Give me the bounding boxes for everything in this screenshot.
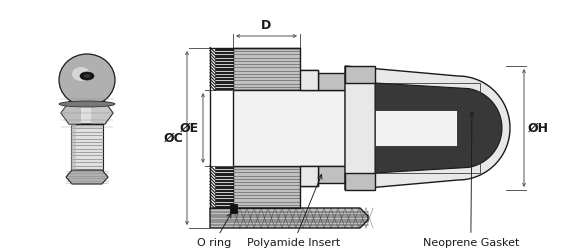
Polygon shape — [318, 73, 345, 90]
Polygon shape — [375, 158, 480, 173]
Polygon shape — [61, 102, 81, 124]
Polygon shape — [300, 70, 318, 90]
Text: Neoprene Gasket: Neoprene Gasket — [423, 112, 519, 248]
Polygon shape — [233, 166, 318, 208]
Polygon shape — [233, 48, 318, 90]
Ellipse shape — [72, 67, 90, 81]
Polygon shape — [210, 208, 368, 228]
Bar — [230, 204, 237, 213]
Ellipse shape — [59, 101, 115, 107]
Polygon shape — [345, 66, 510, 190]
Polygon shape — [375, 110, 457, 146]
Polygon shape — [375, 83, 502, 173]
Polygon shape — [318, 166, 345, 183]
Text: ØE: ØE — [180, 122, 199, 134]
Polygon shape — [233, 90, 345, 166]
Text: D: D — [262, 19, 271, 32]
Polygon shape — [71, 124, 103, 170]
Polygon shape — [345, 66, 375, 83]
Text: Polyamide Insert: Polyamide Insert — [247, 174, 340, 248]
Polygon shape — [71, 124, 76, 170]
Text: ØH: ØH — [528, 122, 549, 134]
Text: O ring: O ring — [197, 213, 231, 248]
Polygon shape — [375, 83, 480, 98]
Polygon shape — [66, 170, 108, 184]
Polygon shape — [91, 102, 113, 124]
Polygon shape — [215, 166, 233, 208]
Text: ØC: ØC — [163, 132, 183, 144]
Ellipse shape — [83, 74, 90, 78]
Ellipse shape — [80, 72, 94, 80]
Polygon shape — [61, 102, 113, 124]
Polygon shape — [345, 173, 375, 190]
Polygon shape — [215, 48, 233, 90]
Ellipse shape — [59, 54, 115, 106]
Polygon shape — [300, 166, 318, 186]
